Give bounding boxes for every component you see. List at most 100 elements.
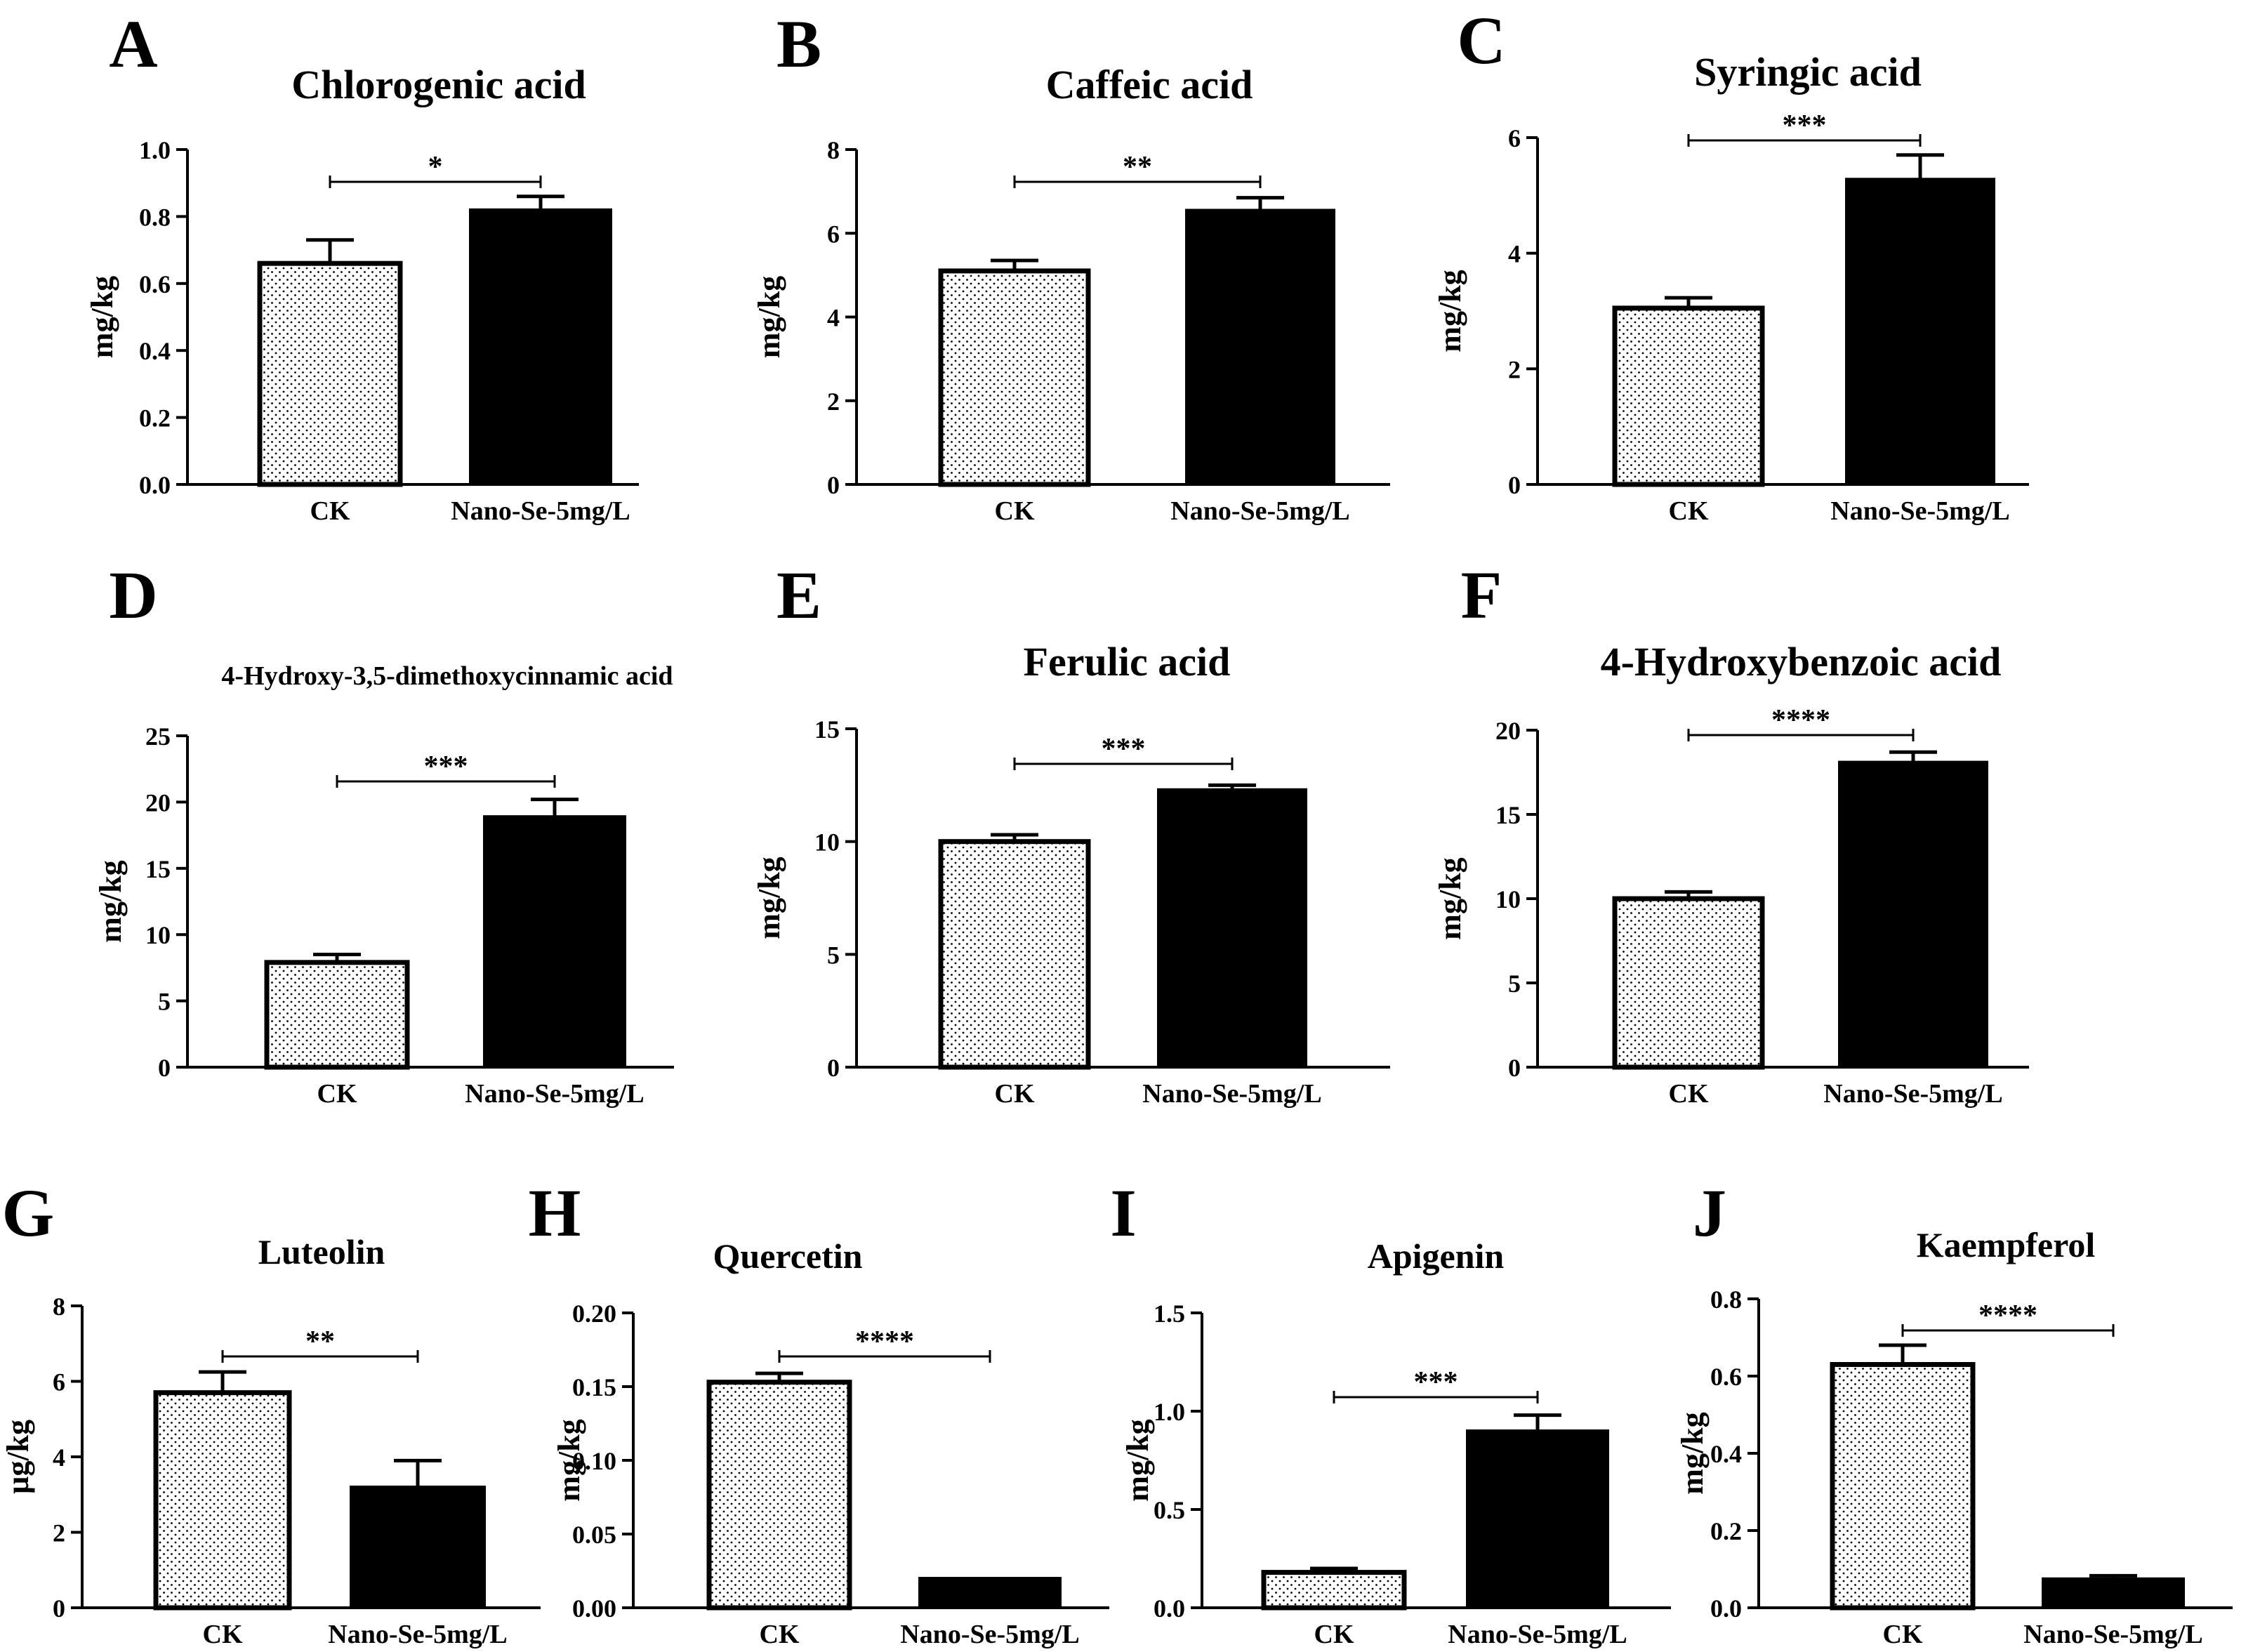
- y-tick-label-i-3: 1.5: [1154, 1300, 1185, 1328]
- y-axis-label-b: mg/kg: [752, 276, 786, 358]
- chart-title-e: Ferulic acid: [1024, 639, 1231, 685]
- y-axis-label-c: mg/kg: [1433, 270, 1467, 352]
- y-tick-label-i-0: 0.0: [1154, 1594, 1185, 1623]
- chart-title-b: Caffeic acid: [1046, 62, 1253, 107]
- y-tick-label-f-2: 10: [1495, 885, 1521, 913]
- y-tick-label-h-2: 0.10: [572, 1447, 616, 1475]
- x-tick-label-e-1: Nano-Se-5mg/L: [1142, 1079, 1321, 1109]
- x-tick-label-c-1: Nano-Se-5mg/L: [1830, 496, 2009, 526]
- bar-ck-g: [153, 1390, 292, 1611]
- bar-nano-c: [1845, 178, 1995, 486]
- y-axis-label-h: mg/kg: [552, 1419, 586, 1501]
- panels-group: A Chlorogenic acid mg/kg 0.0 0.2 0.4 0.6 0.8 1.0…: [1, 3, 2233, 1649]
- chart-title-j: Kaempferol: [1917, 1225, 2096, 1264]
- y-tick-label-i-1: 0.5: [1154, 1496, 1185, 1524]
- y-tick-label-b-4: 8: [827, 136, 840, 164]
- y-tick-label-f-3: 15: [1495, 801, 1521, 829]
- chart-title-a: Chlorogenic acid: [291, 62, 586, 107]
- bar-ck-e: [938, 839, 1091, 1070]
- panel-letter-j: J: [1693, 1175, 1726, 1250]
- sig-label-e: ***: [1102, 733, 1146, 765]
- sig-label-c: ***: [1783, 110, 1827, 142]
- bar-ck-d: [264, 960, 410, 1070]
- panel-j: J Kaempferol mg/kg 0.0 0.2 0.4 0.6 0.8 CK Nano-Se…: [1675, 1175, 2233, 1649]
- y-tick-label-d-4: 20: [145, 788, 171, 817]
- y-tick-label-g-4: 8: [53, 1293, 65, 1321]
- panel-i: I Apigenin mg/kg 0.0 0.5 1.0 1.5 CK Nano-Se-5mg/…: [1110, 1175, 1671, 1649]
- y-tick-label-b-3: 6: [827, 220, 840, 248]
- panel-e: E Ferulic acid mg/kg 0 5 10 15 CK Nano-Se-5mg/L *…: [752, 557, 1390, 1109]
- y-tick-label-c-3: 6: [1508, 124, 1521, 152]
- bar-nano-h: [918, 1577, 1062, 1609]
- panel-letter-g: G: [2, 1175, 55, 1250]
- bar-ck-b: [938, 268, 1091, 487]
- x-tick-label-a-1: Nano-Se-5mg/L: [451, 496, 630, 526]
- y-tick-label-a-1: 0.2: [139, 404, 171, 432]
- y-tick-label-f-4: 20: [1495, 717, 1521, 745]
- bar-ck-i: [1261, 1570, 1407, 1611]
- panel-a: A Chlorogenic acid mg/kg 0.0 0.2 0.4 0.6 0.8 1.0…: [85, 6, 639, 526]
- x-tick-label-a-0: CK: [310, 496, 350, 526]
- panel-letter-a: A: [109, 6, 157, 81]
- y-tick-label-g-0: 0: [53, 1594, 65, 1623]
- y-tick-label-i-2: 1.0: [1154, 1398, 1185, 1426]
- x-tick-label-d-0: CK: [317, 1079, 357, 1109]
- y-axis-label-i: mg/kg: [1121, 1419, 1155, 1501]
- y-axis-label-g: µg/kg: [1, 1420, 35, 1494]
- bar-nano-j: [2042, 1577, 2185, 1609]
- x-tick-label-b-0: CK: [995, 496, 1035, 526]
- panel-letter-i: I: [1110, 1175, 1136, 1250]
- y-axis-label-d: mg/kg: [93, 860, 128, 942]
- y-tick-label-e-2: 10: [814, 828, 840, 857]
- chart-title-h: Quercetin: [713, 1236, 863, 1276]
- panel-d: D 4-Hydroxy-3,5-dimethoxycinnamic acid mg/…: [93, 557, 674, 1109]
- x-tick-label-c-0: CK: [1669, 496, 1709, 526]
- sig-label-a: *: [428, 151, 443, 183]
- panel-f: F 4-Hydroxybenzoic acid mg/kg 0 5 10 15 20 CK Nan…: [1433, 557, 2029, 1109]
- y-tick-label-f-0: 0: [1508, 1054, 1521, 1082]
- y-tick-label-a-5: 1.0: [139, 136, 171, 164]
- bar-ck-j: [1830, 1362, 1976, 1611]
- x-tick-label-h-1: Nano-Se-5mg/L: [900, 1620, 1079, 1649]
- bar-nano-e: [1157, 788, 1307, 1069]
- y-tick-label-j-4: 0.8: [1710, 1286, 1742, 1314]
- y-tick-label-b-2: 4: [827, 304, 840, 332]
- y-tick-label-e-3: 15: [814, 715, 840, 744]
- bar-nano-i: [1466, 1429, 1609, 1609]
- chart-title-c: Syringic acid: [1694, 49, 1922, 95]
- chart-title-i: Apigenin: [1368, 1236, 1505, 1276]
- y-tick-label-c-1: 2: [1508, 355, 1521, 383]
- bar-ck-a: [257, 260, 403, 487]
- y-axis-label-j: mg/kg: [1675, 1412, 1710, 1494]
- y-tick-label-j-3: 0.6: [1710, 1363, 1742, 1391]
- y-tick-label-j-1: 0.2: [1710, 1517, 1742, 1545]
- y-tick-label-d-5: 25: [145, 722, 171, 751]
- y-tick-label-c-0: 0: [1508, 471, 1521, 499]
- y-tick-label-d-3: 15: [145, 855, 171, 883]
- y-tick-label-j-2: 0.4: [1710, 1440, 1742, 1468]
- y-axis-label-a: mg/kg: [85, 276, 119, 358]
- x-tick-label-b-1: Nano-Se-5mg/L: [1170, 496, 1349, 526]
- y-tick-label-h-3: 0.15: [572, 1373, 616, 1401]
- sig-label-h: ****: [855, 1326, 914, 1358]
- bar-nano-a: [469, 208, 612, 486]
- y-tick-label-j-0: 0.0: [1710, 1594, 1742, 1623]
- y-axis-label-e: mg/kg: [752, 857, 786, 939]
- x-tick-label-i-0: CK: [1314, 1620, 1354, 1649]
- y-tick-label-a-4: 0.8: [139, 203, 171, 231]
- y-tick-label-a-3: 0.6: [139, 270, 171, 298]
- x-tick-label-d-1: Nano-Se-5mg/L: [465, 1079, 644, 1109]
- x-tick-label-e-0: CK: [995, 1079, 1035, 1109]
- chart-title-g: Luteolin: [258, 1232, 385, 1271]
- x-tick-label-h-0: CK: [760, 1620, 800, 1649]
- panel-letter-d: D: [109, 557, 157, 633]
- sig-label-g: **: [305, 1326, 335, 1358]
- panel-letter-c: C: [1457, 3, 1505, 78]
- bar-ck-f: [1612, 896, 1765, 1070]
- x-tick-label-j-1: Nano-Se-5mg/L: [2023, 1620, 2202, 1649]
- y-tick-label-h-4: 0.20: [572, 1300, 616, 1328]
- sig-label-d: ***: [424, 751, 468, 783]
- y-tick-label-f-1: 5: [1508, 970, 1521, 998]
- bar-ck-c: [1612, 305, 1765, 487]
- sig-label-i: ***: [1414, 1366, 1458, 1399]
